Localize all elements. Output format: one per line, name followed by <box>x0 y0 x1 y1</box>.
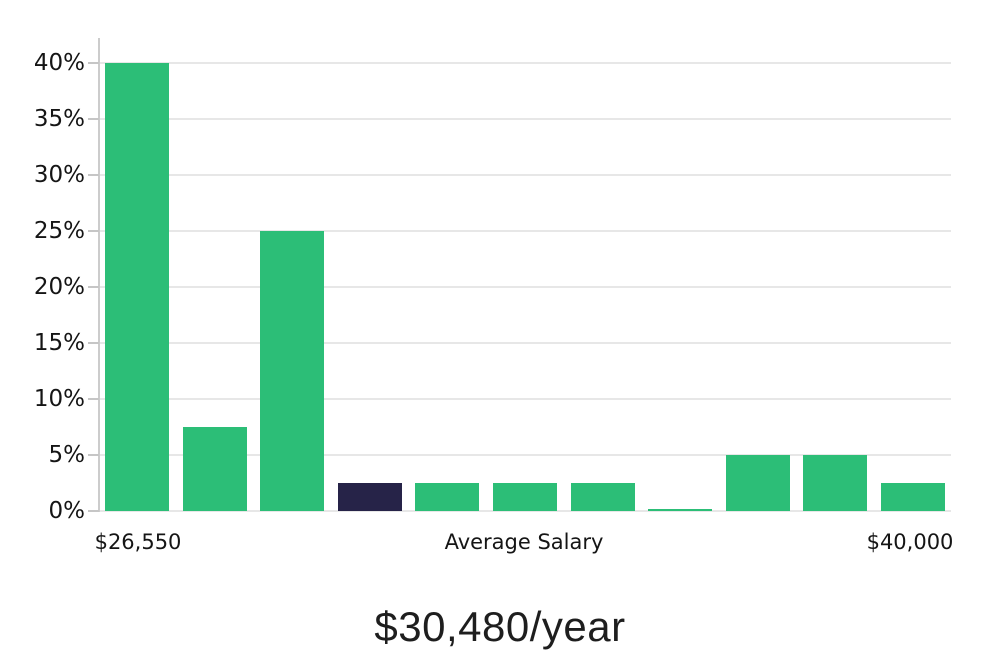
x-tick-label-max-salary: $40,000 <box>866 530 954 554</box>
x-axis-label-average-salary: Average Salary <box>444 530 604 554</box>
histogram-bar <box>725 454 790 511</box>
average-salary-title: $30,480/year <box>374 603 626 650</box>
histogram-bar-highlighted-average <box>337 482 402 511</box>
histogram-bar <box>648 509 713 511</box>
y-tick-label-40%: 40% <box>33 49 85 76</box>
histogram-bar <box>415 482 480 511</box>
y-tick-label-20%: 20% <box>33 273 85 300</box>
histogram-bar <box>570 482 635 511</box>
y-tick-label-35%: 35% <box>33 105 85 132</box>
y-tick-label-0%: 0% <box>48 498 86 524</box>
y-tick-label-15%: 15% <box>33 329 85 356</box>
histogram-bar <box>803 454 868 511</box>
histogram-bar <box>881 482 945 511</box>
y-tick-mark-30% <box>88 173 99 176</box>
histogram-bar <box>182 426 247 511</box>
y-tick-label-30%: 30% <box>33 161 85 188</box>
y-tick-mark-25% <box>88 229 99 232</box>
gridline-0% <box>99 510 951 512</box>
y-tick-label-5%: 5% <box>48 441 86 468</box>
gridline-20% <box>99 285 951 288</box>
y-tick-mark-15% <box>88 341 99 344</box>
y-tick-mark-20% <box>88 285 99 288</box>
plot-area <box>99 38 951 512</box>
x-tick-label-min-salary: $26,550 <box>94 530 182 554</box>
gridline-35% <box>99 117 951 120</box>
y-tick-label-25%: 25% <box>33 217 85 244</box>
y-tick-mark-5% <box>88 453 99 456</box>
gridline-25% <box>99 229 951 232</box>
gridline-5% <box>99 453 951 456</box>
y-tick-mark-35% <box>88 117 99 120</box>
gridline-10% <box>99 397 951 400</box>
histogram-bar <box>260 230 325 511</box>
y-tick-label-10%: 10% <box>33 385 85 412</box>
y-tick-mark-40% <box>88 61 99 64</box>
histogram-bar <box>493 482 557 511</box>
histogram-bar <box>105 62 169 511</box>
y-tick-mark-10% <box>88 397 99 400</box>
gridline-30% <box>99 173 951 176</box>
y-axis-line <box>98 38 100 512</box>
y-tick-mark-0% <box>88 510 99 512</box>
gridline-40% <box>99 61 951 64</box>
gridline-15% <box>99 341 951 344</box>
